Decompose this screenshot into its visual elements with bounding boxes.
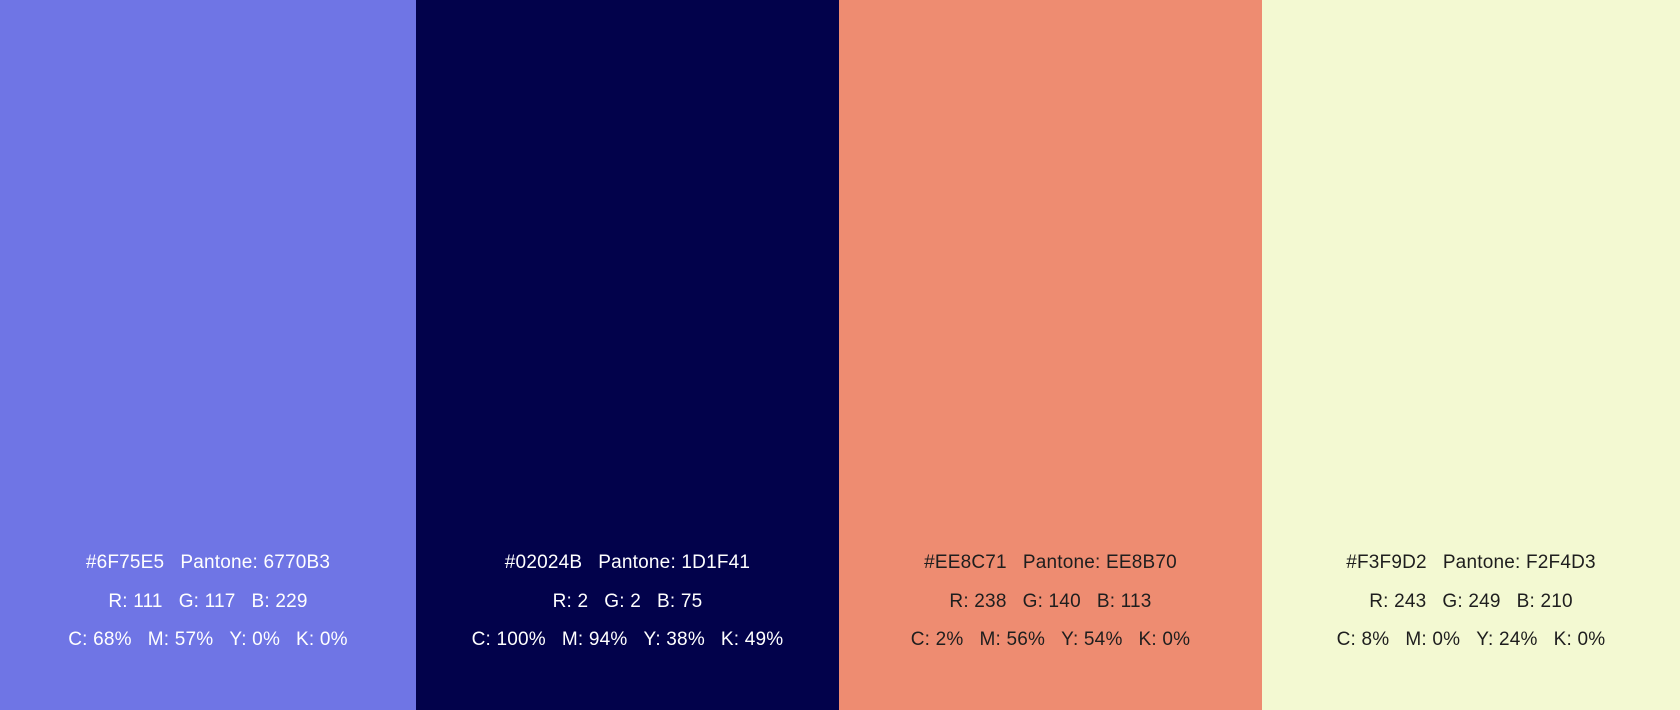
swatch-4: #F3F9D2 Pantone: F2F4D3 R: 243 G: 249 B: 21… [1262,0,1680,710]
rgb-g: G: 140 [1022,591,1081,612]
pantone-code: Pantone: F2F4D3 [1442,552,1596,573]
cmyk-k: K: 49% [720,629,784,650]
rgb-r: R: 238 [949,591,1007,612]
cmyk-m: M: 94% [561,629,628,650]
cmyk-m: M: 57% [147,629,214,650]
swatch-3: #EE8C71 Pantone: EE8B70 R: 238 G: 140 B: 11… [839,0,1262,710]
hex-pantone-line: #6F75E5 Pantone: 6770B3 [0,553,416,573]
cmyk-y: Y: 54% [1061,629,1123,650]
hex-code: #EE8C71 [924,552,1007,573]
cmyk-k: K: 0% [1553,629,1606,650]
hex-code: #F3F9D2 [1346,552,1427,573]
cmyk-line: C: 8% M: 0% Y: 24% K: 0% [1262,630,1680,650]
rgb-line: R: 111 G: 117 B: 229 [0,592,416,612]
hex-code: #02024B [504,552,583,573]
rgb-r: R: 2 [552,591,589,612]
rgb-g: G: 249 [1442,591,1501,612]
cmyk-m: M: 0% [1405,629,1461,650]
hex-pantone-line: #02024B Pantone: 1D1F41 [416,553,839,573]
rgb-b: B: 210 [1516,591,1573,612]
rgb-g: G: 117 [178,591,236,612]
rgb-b: B: 229 [251,591,308,612]
rgb-b: B: 113 [1096,591,1152,612]
cmyk-y: Y: 38% [643,629,705,650]
rgb-g: G: 2 [604,591,641,612]
hex-code: #6F75E5 [85,552,165,573]
cmyk-y: Y: 24% [1476,629,1538,650]
hex-pantone-line: #F3F9D2 Pantone: F2F4D3 [1262,553,1680,573]
rgb-b: B: 75 [657,591,703,612]
cmyk-line: C: 100% M: 94% Y: 38% K: 49% [416,630,839,650]
rgb-line: R: 243 G: 249 B: 210 [1262,592,1680,612]
swatch-2: #02024B Pantone: 1D1F41 R: 2 G: 2 B: 75 C: … [416,0,839,710]
cmyk-c: C: 100% [471,629,546,650]
cmyk-k: K: 0% [296,629,348,650]
cmyk-c: C: 8% [1336,629,1390,650]
pantone-code: Pantone: 1D1F41 [598,552,751,573]
cmyk-line: C: 2% M: 56% Y: 54% K: 0% [839,630,1262,650]
cmyk-line: C: 68% M: 57% Y: 0% K: 0% [0,630,416,650]
rgb-r: R: 111 [108,591,163,612]
cmyk-y: Y: 0% [229,629,281,650]
pantone-code: Pantone: 6770B3 [180,552,331,573]
cmyk-c: C: 68% [68,629,132,650]
rgb-r: R: 243 [1369,591,1427,612]
swatch-info: #6F75E5 Pantone: 6770B3 R: 111 G: 117 B: 22… [0,553,416,650]
cmyk-k: K: 0% [1138,629,1191,650]
rgb-line: R: 2 G: 2 B: 75 [416,592,839,612]
swatch-info: #F3F9D2 Pantone: F2F4D3 R: 243 G: 249 B: 21… [1262,553,1680,650]
swatch-info: #02024B Pantone: 1D1F41 R: 2 G: 2 B: 75 C: … [416,553,839,650]
swatch-1: #6F75E5 Pantone: 6770B3 R: 111 G: 117 B: 22… [0,0,416,710]
swatch-info: #EE8C71 Pantone: EE8B70 R: 238 G: 140 B: 11… [839,553,1262,650]
hex-pantone-line: #EE8C71 Pantone: EE8B70 [839,553,1262,573]
pantone-code: Pantone: EE8B70 [1022,552,1177,573]
cmyk-c: C: 2% [910,629,964,650]
rgb-line: R: 238 G: 140 B: 113 [839,592,1262,612]
cmyk-m: M: 56% [979,629,1046,650]
